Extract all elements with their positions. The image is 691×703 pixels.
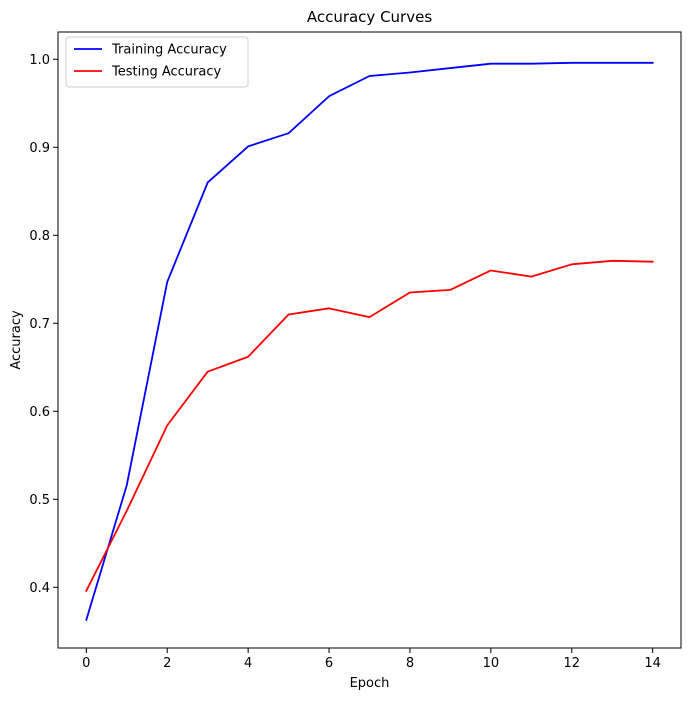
series-line-1 xyxy=(85,61,654,621)
legend-box xyxy=(65,36,249,88)
legend-label-1: Training Accuracy xyxy=(111,43,227,58)
x-tick-label: 10 xyxy=(483,656,500,671)
series-line-2 xyxy=(85,259,654,593)
x-tick-label: 12 xyxy=(563,656,580,671)
y-tick-label: 0.7 xyxy=(29,317,50,332)
x-tick-label: 6 xyxy=(325,656,333,671)
plot-frame xyxy=(57,31,682,649)
y-tick-label: 0.4 xyxy=(29,581,50,596)
y-tick-label: 1.0 xyxy=(29,53,50,68)
x-tick-label: 4 xyxy=(244,656,252,671)
y-tick-label: 0.6 xyxy=(29,405,50,420)
x-tick-label: 8 xyxy=(406,656,414,671)
x-tick-label: 14 xyxy=(644,656,661,671)
legend: Training Accuracy Testing Accuracy xyxy=(65,36,249,88)
x-tick-label: 2 xyxy=(163,656,171,671)
plot-layer: 0 2 4 6 8 10 12 14 0.4 0.5 0.6 0.7 0.8 0.9 1.0 Training… xyxy=(29,31,682,671)
y-tick-label: 0.9 xyxy=(29,141,50,156)
legend-label-2: Testing Accuracy xyxy=(111,65,221,80)
y-tick-label: 0.5 xyxy=(29,493,50,508)
y-axis-label: Accuracy xyxy=(9,310,24,370)
y-tick-label: 0.8 xyxy=(29,229,50,244)
chart-title: Accuracy Curves xyxy=(307,8,433,26)
x-tick-label: 0 xyxy=(82,656,90,671)
x-axis-label: Epoch xyxy=(350,676,390,691)
